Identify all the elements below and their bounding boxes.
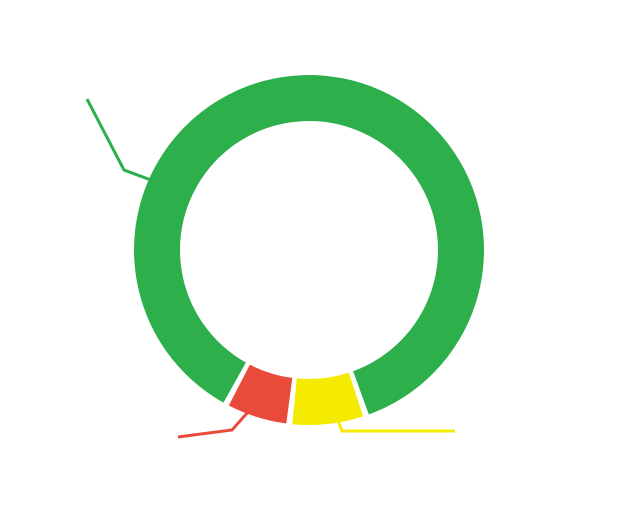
leader-line: [177, 411, 250, 439]
donut-slice: [292, 372, 364, 425]
donut-slice: [228, 364, 293, 424]
leader-line: [85, 98, 152, 182]
donut-slice: [133, 74, 484, 415]
leader-line: [336, 419, 455, 433]
